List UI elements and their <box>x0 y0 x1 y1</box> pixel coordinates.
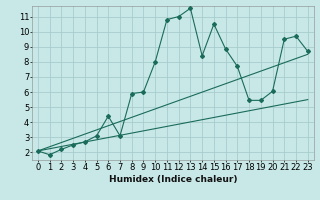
X-axis label: Humidex (Indice chaleur): Humidex (Indice chaleur) <box>108 175 237 184</box>
